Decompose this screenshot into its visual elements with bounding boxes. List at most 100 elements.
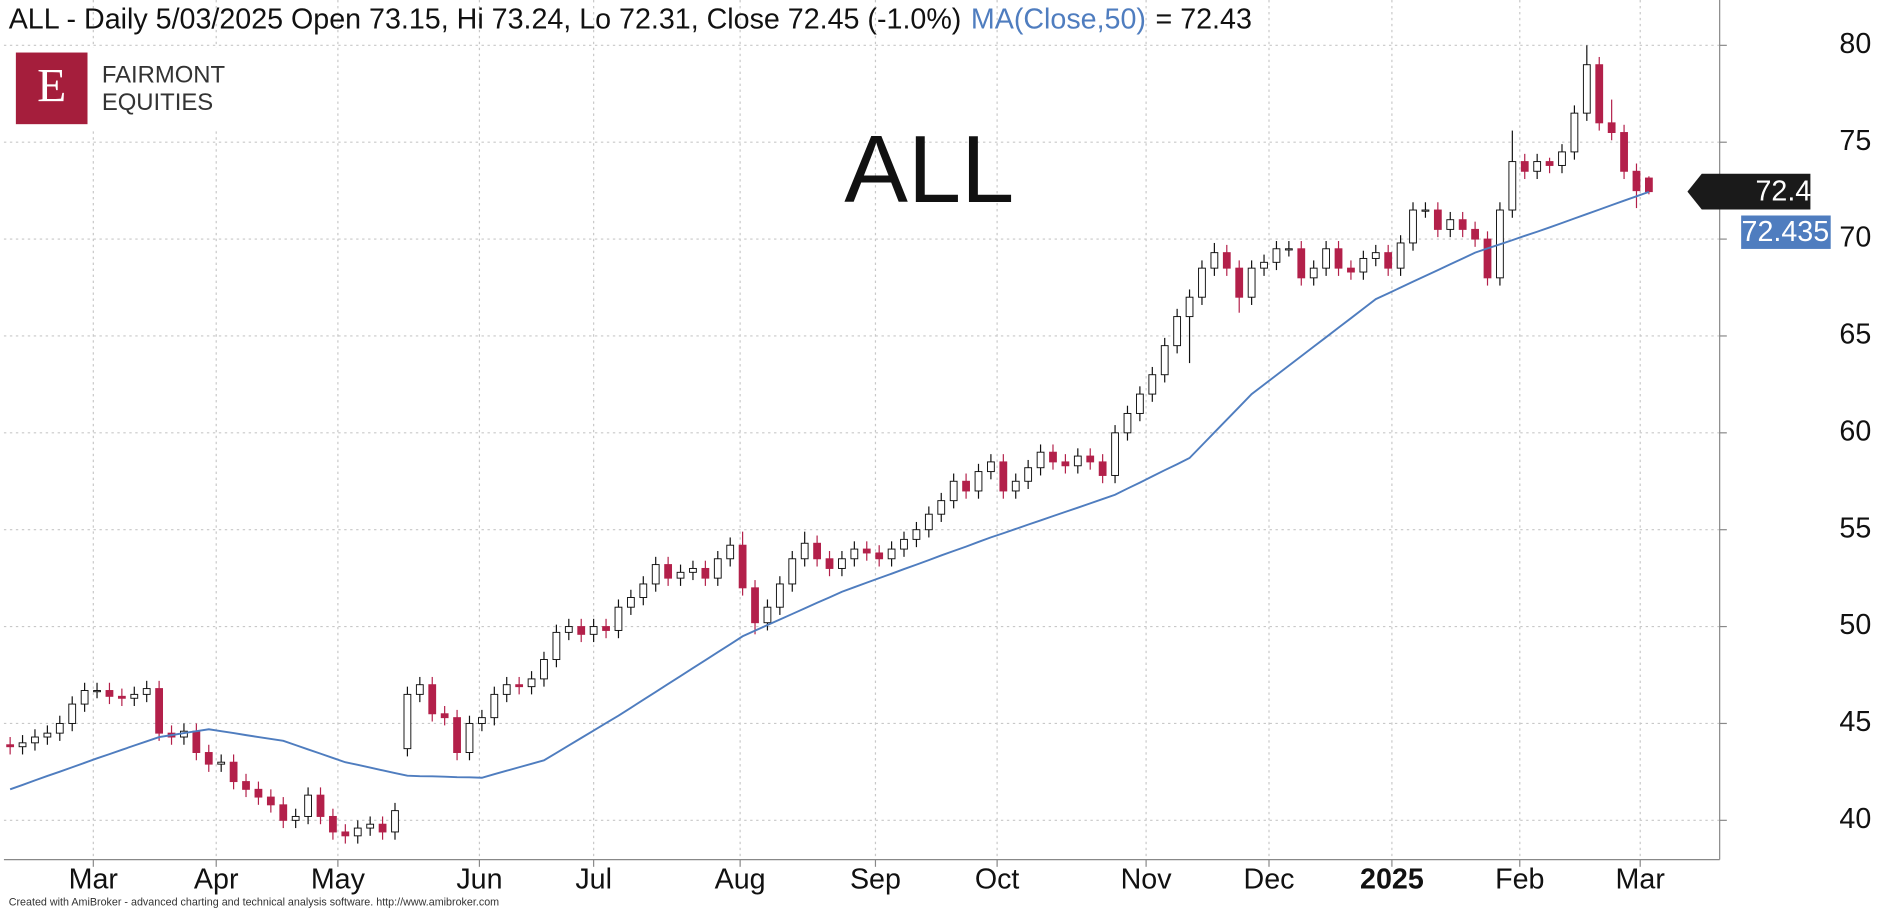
- candle-body: [353, 827, 362, 837]
- candle-body: [602, 626, 610, 631]
- candle-body: [999, 461, 1008, 492]
- logo-line2: EQUITIES: [102, 89, 213, 116]
- candle-body: [813, 542, 821, 560]
- candle-body: [1396, 242, 1405, 269]
- candle-body: [651, 564, 660, 585]
- candle-body: [701, 567, 710, 579]
- y-tick-label: 65: [1839, 319, 1871, 351]
- x-tick-label: 2025: [1360, 864, 1424, 896]
- candle-body: [564, 626, 573, 633]
- x-tick-label: Feb: [1495, 864, 1544, 896]
- x-tick-label: Jul: [575, 864, 612, 896]
- candle-body: [1309, 267, 1318, 279]
- header-text: ALL - Daily 5/03/2025 Open 73.15, Hi 73.…: [9, 3, 962, 35]
- candle-body: [1272, 248, 1281, 263]
- candle-body: [1185, 296, 1194, 318]
- candle-body: [428, 684, 437, 715]
- candle-body: [1198, 267, 1206, 298]
- candle-body: [1011, 480, 1020, 492]
- candle-body: [763, 606, 772, 624]
- x-tick-label: Sep: [850, 864, 901, 896]
- candle-body: [1347, 267, 1355, 273]
- candle-body: [974, 471, 983, 492]
- candle-body: [515, 684, 524, 688]
- candle-body: [192, 730, 201, 753]
- candle-body: [738, 544, 747, 589]
- candle-body: [1595, 64, 1604, 124]
- candle-body: [1160, 345, 1169, 376]
- candle-body: [391, 810, 399, 833]
- candle-body: [664, 564, 673, 579]
- candle-body: [639, 583, 648, 598]
- x-tick-label: Dec: [1244, 864, 1295, 896]
- candle-body: [1533, 161, 1542, 172]
- candle-body: [378, 823, 387, 833]
- candle-body: [1359, 257, 1368, 273]
- candle-body: [93, 690, 101, 693]
- candle-body: [577, 626, 586, 635]
- candle-body: [341, 831, 350, 837]
- candle-body: [130, 693, 139, 699]
- candle-body: [713, 558, 722, 579]
- candle-body: [1049, 451, 1057, 463]
- candle-body: [1632, 170, 1641, 192]
- candle-body: [527, 678, 536, 688]
- candle-body: [962, 480, 970, 492]
- candle-body: [1024, 467, 1033, 482]
- candle-body: [366, 823, 375, 829]
- candle-body: [1334, 248, 1343, 269]
- candle-body: [403, 693, 412, 750]
- candle-body: [1645, 177, 1653, 193]
- candle-body: [1458, 219, 1467, 230]
- candle-body: [589, 626, 598, 635]
- candle-body: [1421, 209, 1430, 212]
- candle-body: [204, 752, 213, 765]
- candle-body: [117, 695, 126, 699]
- candle-body: [900, 538, 908, 550]
- logo-mark: E: [37, 60, 66, 113]
- candle-body: [1558, 151, 1566, 166]
- watermark: ALL: [844, 117, 1014, 223]
- candle-body: [1384, 252, 1393, 269]
- candle-body: [1284, 248, 1293, 251]
- candle-body: [726, 544, 735, 560]
- candle-body: [540, 659, 548, 680]
- candle-body: [453, 717, 461, 753]
- y-tick-label: 80: [1839, 28, 1871, 60]
- logo-line1: FAIRMONT: [102, 62, 226, 89]
- x-tick-label: Aug: [715, 864, 766, 896]
- candle-body: [155, 688, 164, 734]
- candle-body: [1260, 261, 1268, 269]
- candle-body: [949, 480, 958, 502]
- candle-body: [1148, 374, 1157, 395]
- header-ma: MA(Close,50): [971, 3, 1146, 35]
- ma-line: [9, 190, 1650, 791]
- candle-body: [1371, 252, 1380, 259]
- candle-body: [229, 761, 238, 783]
- candle-body: [1545, 161, 1554, 166]
- candle-body: [924, 513, 933, 531]
- candle-body: [825, 558, 834, 569]
- x-tick-label: Apr: [194, 864, 239, 896]
- candle-body: [1446, 219, 1455, 230]
- last-price-label: 72.45: [1755, 175, 1827, 207]
- header-suffix: = 72.43: [1156, 3, 1252, 35]
- candle-body: [1061, 461, 1070, 467]
- candle-body: [1073, 455, 1082, 467]
- candle-body: [850, 548, 859, 560]
- candle-body: [6, 744, 15, 748]
- candle-body: [55, 722, 64, 734]
- candle-body: [987, 461, 995, 473]
- candle-body: [1570, 112, 1579, 153]
- candle-body: [80, 690, 89, 705]
- candle-body: [1036, 451, 1045, 469]
- header: ALL - Daily 5/03/2025 Open 73.15, Hi 73.…: [9, 3, 1252, 35]
- candle-body: [490, 693, 499, 719]
- candle-body: [1098, 461, 1107, 476]
- candle-body: [1111, 432, 1119, 476]
- candle-body: [502, 684, 511, 695]
- x-tick-label: Mar: [1616, 864, 1666, 896]
- y-tick-label: 40: [1839, 803, 1871, 835]
- x-tick-label: May: [311, 864, 366, 896]
